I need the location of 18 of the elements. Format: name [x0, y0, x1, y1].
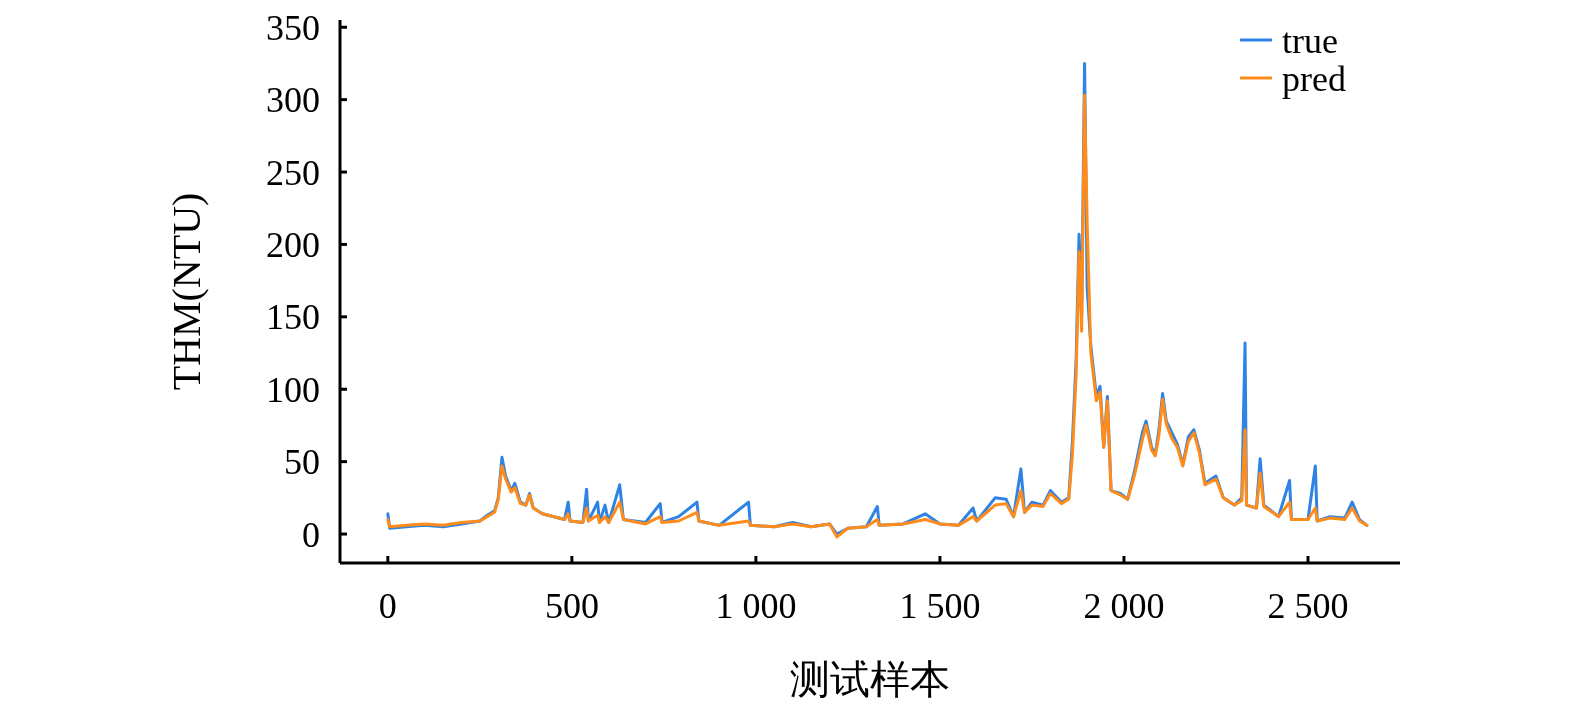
y-tick-label: 150: [266, 297, 320, 338]
x-axis-title: 测试样本: [790, 657, 950, 702]
legend-label: true: [1282, 20, 1338, 61]
legend-label: pred: [1282, 58, 1346, 99]
y-tick-label: 200: [266, 225, 320, 266]
x-tick-label: 2 000: [1083, 586, 1165, 626]
x-tick-label: 500: [544, 586, 599, 626]
y-axis-title: THM(NTU): [164, 192, 209, 391]
y-tick-label: 100: [266, 369, 320, 410]
y-tick-label: 300: [266, 80, 320, 121]
x-tick-label: 2 500: [1267, 586, 1349, 626]
x-tick-label: 1 500: [899, 586, 981, 626]
y-tick-label: 50: [284, 442, 320, 483]
y-tick-label: 250: [266, 152, 320, 193]
x-tick-label: 0: [378, 586, 397, 626]
x-tick-label: 1 000: [715, 586, 797, 626]
y-tick-label: 350: [266, 7, 320, 48]
y-tick-label: 0: [302, 514, 320, 555]
